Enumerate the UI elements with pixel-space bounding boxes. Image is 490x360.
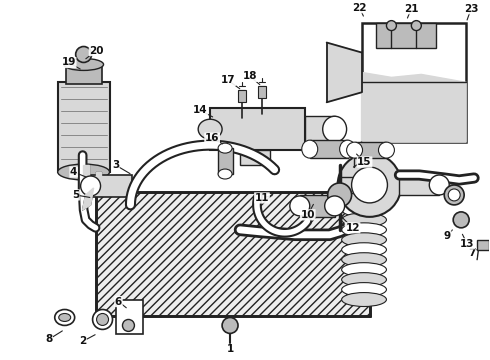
Ellipse shape xyxy=(378,142,394,158)
Text: 10: 10 xyxy=(300,210,315,220)
Bar xyxy=(240,150,270,165)
Ellipse shape xyxy=(346,142,363,158)
Ellipse shape xyxy=(218,143,232,153)
Text: 19: 19 xyxy=(62,58,76,67)
Text: 5: 5 xyxy=(72,190,79,200)
Text: 2: 2 xyxy=(79,336,86,346)
Text: 21: 21 xyxy=(404,4,418,14)
Text: 8: 8 xyxy=(45,334,52,345)
Circle shape xyxy=(328,183,352,207)
Polygon shape xyxy=(327,42,362,102)
Circle shape xyxy=(387,21,396,31)
Ellipse shape xyxy=(218,169,232,179)
Circle shape xyxy=(448,189,460,201)
Ellipse shape xyxy=(302,140,318,158)
Ellipse shape xyxy=(342,243,387,257)
Ellipse shape xyxy=(342,253,387,267)
Bar xyxy=(399,175,439,195)
Ellipse shape xyxy=(342,213,387,227)
Text: 22: 22 xyxy=(352,3,367,13)
Polygon shape xyxy=(83,188,94,210)
Bar xyxy=(477,240,489,250)
Ellipse shape xyxy=(342,233,387,247)
Bar xyxy=(238,90,246,102)
Text: 7: 7 xyxy=(468,248,476,258)
Ellipse shape xyxy=(64,58,103,71)
Ellipse shape xyxy=(55,310,74,325)
Bar xyxy=(58,82,110,172)
Text: 9: 9 xyxy=(443,231,451,241)
Circle shape xyxy=(453,212,469,228)
Circle shape xyxy=(75,46,92,62)
Circle shape xyxy=(122,319,134,332)
Text: 17: 17 xyxy=(221,75,235,85)
Text: 16: 16 xyxy=(205,133,220,143)
Ellipse shape xyxy=(342,193,387,207)
Text: 13: 13 xyxy=(460,239,474,249)
Bar xyxy=(210,108,305,150)
Polygon shape xyxy=(354,142,362,167)
Bar xyxy=(96,192,369,316)
Ellipse shape xyxy=(59,314,71,321)
Text: 12: 12 xyxy=(345,223,360,233)
Bar xyxy=(355,142,387,158)
Circle shape xyxy=(93,310,113,329)
Bar xyxy=(258,86,266,98)
Ellipse shape xyxy=(342,183,387,197)
Ellipse shape xyxy=(342,223,387,237)
Text: 23: 23 xyxy=(464,4,478,14)
Polygon shape xyxy=(362,72,466,142)
Text: 3: 3 xyxy=(112,160,119,170)
Ellipse shape xyxy=(323,116,346,142)
Ellipse shape xyxy=(342,203,387,217)
Bar xyxy=(305,116,335,142)
Ellipse shape xyxy=(342,293,387,306)
Bar xyxy=(218,148,233,174)
Text: 4: 4 xyxy=(70,167,77,177)
Text: 15: 15 xyxy=(357,157,372,167)
Ellipse shape xyxy=(198,119,222,139)
Text: 18: 18 xyxy=(243,71,257,81)
Ellipse shape xyxy=(58,164,110,180)
Ellipse shape xyxy=(81,176,100,196)
Ellipse shape xyxy=(342,263,387,276)
Bar xyxy=(91,175,132,197)
Circle shape xyxy=(352,167,388,203)
Text: 1: 1 xyxy=(226,345,234,354)
Polygon shape xyxy=(83,165,100,185)
Bar xyxy=(376,23,436,48)
Ellipse shape xyxy=(429,175,449,195)
Circle shape xyxy=(338,153,401,217)
Bar xyxy=(300,195,335,217)
Ellipse shape xyxy=(342,283,387,297)
Ellipse shape xyxy=(325,196,344,216)
Ellipse shape xyxy=(342,273,387,287)
Bar xyxy=(362,23,466,142)
Text: 14: 14 xyxy=(193,105,207,115)
Ellipse shape xyxy=(340,140,356,158)
Text: 11: 11 xyxy=(255,193,269,203)
Text: 20: 20 xyxy=(89,45,104,55)
Ellipse shape xyxy=(290,196,310,216)
Circle shape xyxy=(412,21,421,31)
Text: 6: 6 xyxy=(115,297,122,306)
Circle shape xyxy=(222,318,238,333)
Bar xyxy=(310,140,347,158)
Bar xyxy=(338,177,358,193)
Bar xyxy=(116,300,144,334)
Bar xyxy=(66,64,101,84)
Circle shape xyxy=(444,185,464,205)
Circle shape xyxy=(97,314,108,325)
